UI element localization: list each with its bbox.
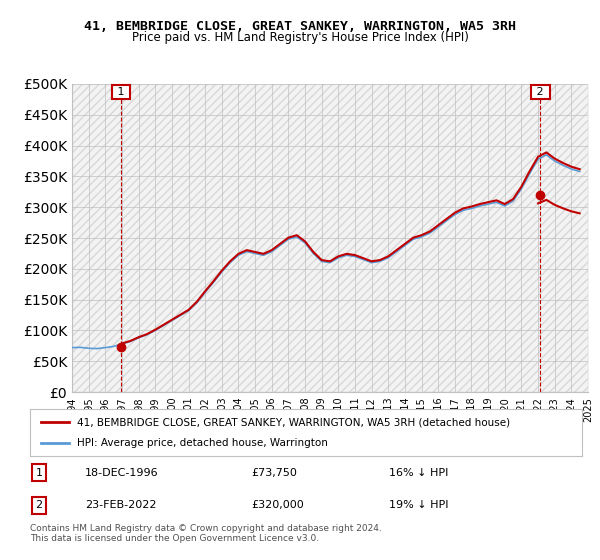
Text: Contains HM Land Registry data © Crown copyright and database right 2024.
This d: Contains HM Land Registry data © Crown c…	[30, 524, 382, 543]
Text: £320,000: £320,000	[251, 501, 304, 510]
Text: Price paid vs. HM Land Registry's House Price Index (HPI): Price paid vs. HM Land Registry's House …	[131, 31, 469, 44]
Text: 23-FEB-2022: 23-FEB-2022	[85, 501, 157, 510]
Text: HPI: Average price, detached house, Warrington: HPI: Average price, detached house, Warr…	[77, 438, 328, 448]
Text: £73,750: £73,750	[251, 468, 296, 478]
Text: 1: 1	[35, 468, 43, 478]
Text: 2: 2	[533, 87, 547, 97]
Text: 1: 1	[114, 87, 128, 97]
Text: 18-DEC-1996: 18-DEC-1996	[85, 468, 159, 478]
Text: 41, BEMBRIDGE CLOSE, GREAT SANKEY, WARRINGTON, WA5 3RH (detached house): 41, BEMBRIDGE CLOSE, GREAT SANKEY, WARRI…	[77, 417, 510, 427]
Text: 2: 2	[35, 501, 43, 510]
Text: 41, BEMBRIDGE CLOSE, GREAT SANKEY, WARRINGTON, WA5 3RH: 41, BEMBRIDGE CLOSE, GREAT SANKEY, WARRI…	[84, 20, 516, 32]
Text: 16% ↓ HPI: 16% ↓ HPI	[389, 468, 448, 478]
Text: 19% ↓ HPI: 19% ↓ HPI	[389, 501, 448, 510]
